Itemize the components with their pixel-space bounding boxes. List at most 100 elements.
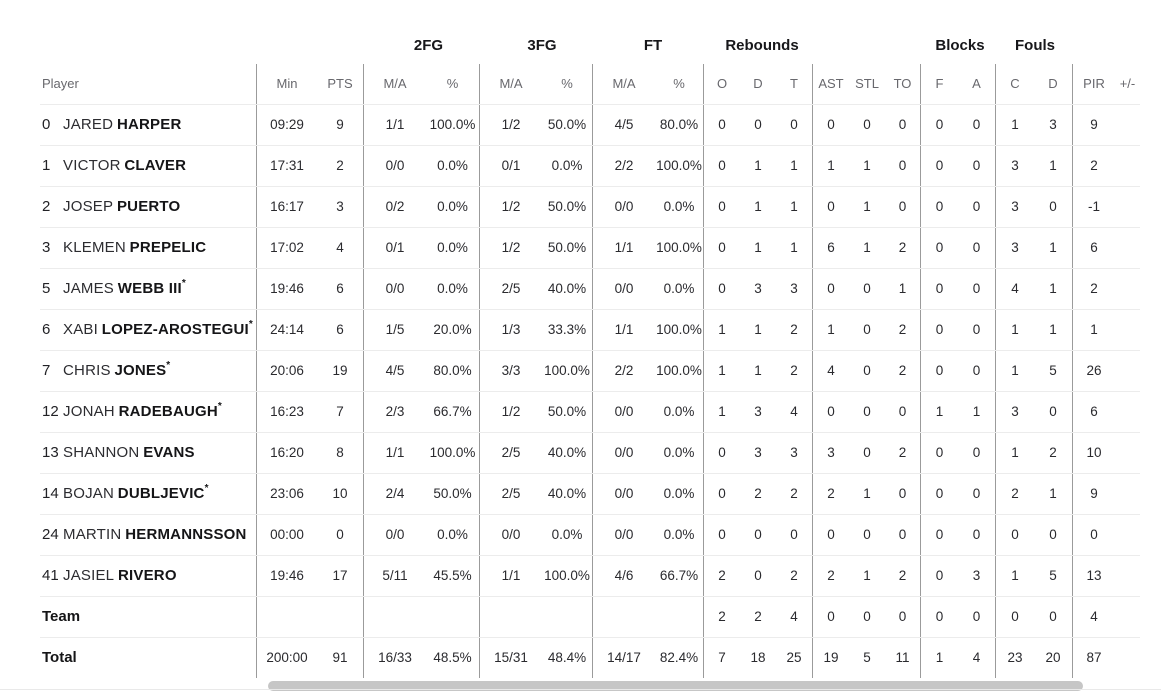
cell-reb-o: 2	[718, 568, 726, 583]
cell-3fg-pct: 40.0%	[547, 445, 587, 460]
cell-2fg-ma: 1/1	[385, 117, 405, 132]
cell-pir: 6	[1090, 240, 1098, 255]
table-row: 13 SHANNON EVANS 16:20 8 1/1 100.0% 2/5 4…	[40, 433, 1140, 474]
starter-mark: *	[166, 360, 171, 371]
cell-group-pir: 87	[1072, 638, 1140, 678]
cell-group-fouls: 3 0	[995, 392, 1072, 432]
cell-pts: 6	[336, 322, 344, 337]
table-row: 6 XABI LOPEZ-AROSTEGUI* 24:14 6 1/5 20.0%…	[40, 310, 1140, 351]
table-row: 5 JAMES WEBB III* 19:46 6 0/0 0.0% 2/5 40…	[40, 269, 1140, 310]
cell-ast: 4	[827, 363, 835, 378]
cell-ast: 2	[827, 486, 835, 501]
cell-2fg-ma	[364, 597, 426, 637]
cell-stl: 5	[863, 650, 871, 665]
cell-foul-c: 1	[1011, 445, 1019, 460]
group-header-rebounds: Rebounds	[725, 36, 799, 54]
cell-to: 2	[898, 445, 907, 460]
cell-group-ft: 0/0 0.0%	[592, 474, 703, 514]
cell-group-2fg: 1/1 100.0%	[363, 105, 479, 145]
cell-3fg-ma: 2/5	[501, 281, 521, 296]
cell-group-pir: 6	[1072, 392, 1140, 432]
cell-ast: 6	[827, 240, 835, 255]
cell-group-rebounds: 1 1 2	[703, 310, 812, 350]
column-header-player: Player	[42, 76, 79, 91]
cell-ft-ma: 1/1	[614, 240, 634, 255]
cell-2fg-pct: 100.0%	[429, 117, 476, 132]
cell-group-3fg: 1/2 50.0%	[479, 105, 592, 145]
player-name: 13 SHANNON EVANS	[40, 444, 195, 461]
cell-group-blocks: 0 3	[920, 556, 995, 596]
cell-group-rebounds: 1 3 4	[703, 392, 812, 432]
cell-to: 2	[898, 568, 907, 583]
cell-3fg-pct: 50.0%	[547, 199, 587, 214]
cell-2fg-ma: 0/2	[385, 199, 405, 214]
player-name: 14 BOJAN DUBLJEVIC*	[40, 483, 209, 502]
table-row: 24 MARTIN HERMANNSSON 00:00 0 0/0 0.0% 0/…	[40, 515, 1140, 556]
cell-min: 19:46	[270, 281, 304, 296]
player-last-name: HARPER	[116, 116, 182, 133]
cell-group-rebounds: 0 1 1	[703, 146, 812, 186]
cell-to: 0	[898, 404, 907, 419]
cell-group-min-pts: 17:02 4	[256, 228, 363, 268]
cell-group-ast-stl-to: 0 0 0	[812, 392, 920, 432]
cell-group-ast-stl-to: 2 1 0	[812, 474, 920, 514]
cell-3fg-pct: 40.0%	[547, 486, 587, 501]
cell-group-ast-stl-to: 19 5 11	[812, 638, 920, 678]
cell-reb-t: 4	[790, 404, 798, 419]
player-name: Total	[40, 649, 77, 666]
cell-foul-c: 3	[1011, 404, 1019, 419]
column-header-to: TO	[893, 76, 912, 91]
cell-foul-c: 3	[1011, 240, 1019, 255]
cell-reb-o: 1	[718, 404, 726, 419]
cell-group-3fg: 1/2 50.0%	[479, 392, 592, 432]
cell-3fg-pct: 0.0%	[551, 527, 583, 542]
cell-plus-minus	[1115, 515, 1140, 555]
cell-group-min-pts: 19:46 6	[256, 269, 363, 309]
horizontal-scrollbar-thumb[interactable]	[268, 681, 1083, 691]
cell-blk-f: 0	[935, 199, 944, 214]
cell-reb-o: 0	[718, 117, 726, 132]
player-name: 7 CHRIS JONES*	[40, 360, 171, 379]
cell-2fg-pct: 50.0%	[433, 486, 472, 501]
cell-blk-a: 0	[972, 445, 981, 460]
cell-group-rebounds: 7 18 25	[703, 638, 812, 678]
cell-group-blocks: 0 0	[920, 187, 995, 227]
cell-pts: 3	[336, 199, 344, 214]
cell-2fg-ma: 0/0	[385, 158, 405, 173]
cell-ast: 3	[827, 445, 835, 460]
cell-ast: 0	[827, 527, 835, 542]
player-last-name: HERMANNSSON	[125, 526, 247, 543]
cell-2fg-pct: 100.0%	[429, 445, 476, 460]
cell-ft-pct: 0.0%	[663, 527, 695, 542]
cell-group-min-pts: 16:23 7	[256, 392, 363, 432]
player-first-name: MARTIN	[63, 526, 122, 543]
player-cell: Team	[40, 597, 256, 637]
cell-group-blocks: 0 0	[920, 146, 995, 186]
cell-group-pir: 4	[1072, 597, 1140, 637]
cell-group-rebounds: 0 1 1	[703, 187, 812, 227]
cell-ft-pct: 0.0%	[663, 199, 695, 214]
cell-group-fouls: 4 1	[995, 269, 1072, 309]
cell-plus-minus	[1115, 433, 1140, 473]
cell-group-blocks: 0 0	[920, 351, 995, 391]
cell-reb-d: 2	[754, 609, 762, 624]
cell-group-blocks: 1 4	[920, 638, 995, 678]
cell-blk-a: 4	[972, 650, 981, 665]
player-name: 0 JARED HARPER	[40, 116, 182, 133]
player-first-name: VICTOR	[63, 157, 121, 174]
cell-group-fouls: 2 1	[995, 474, 1072, 514]
player-last-name: RADEBAUGH	[118, 403, 218, 420]
cell-group-blocks: 0 0	[920, 310, 995, 350]
player-number: 0	[42, 116, 51, 133]
cell-foul-d: 0	[1049, 404, 1057, 419]
player-last-name: PREPELIC	[129, 239, 207, 256]
cell-reb-o: 0	[718, 281, 726, 296]
player-first-name: SHANNON	[63, 444, 140, 461]
cell-ft-ma: 14/17	[607, 650, 641, 665]
cell-blk-a: 0	[972, 363, 981, 378]
cell-reb-d: 1	[754, 240, 762, 255]
cell-3fg-pct: 50.0%	[547, 404, 587, 419]
cell-group-ast-stl-to: 4 0 2	[812, 351, 920, 391]
cell-ft-pct: 0.0%	[663, 404, 695, 419]
